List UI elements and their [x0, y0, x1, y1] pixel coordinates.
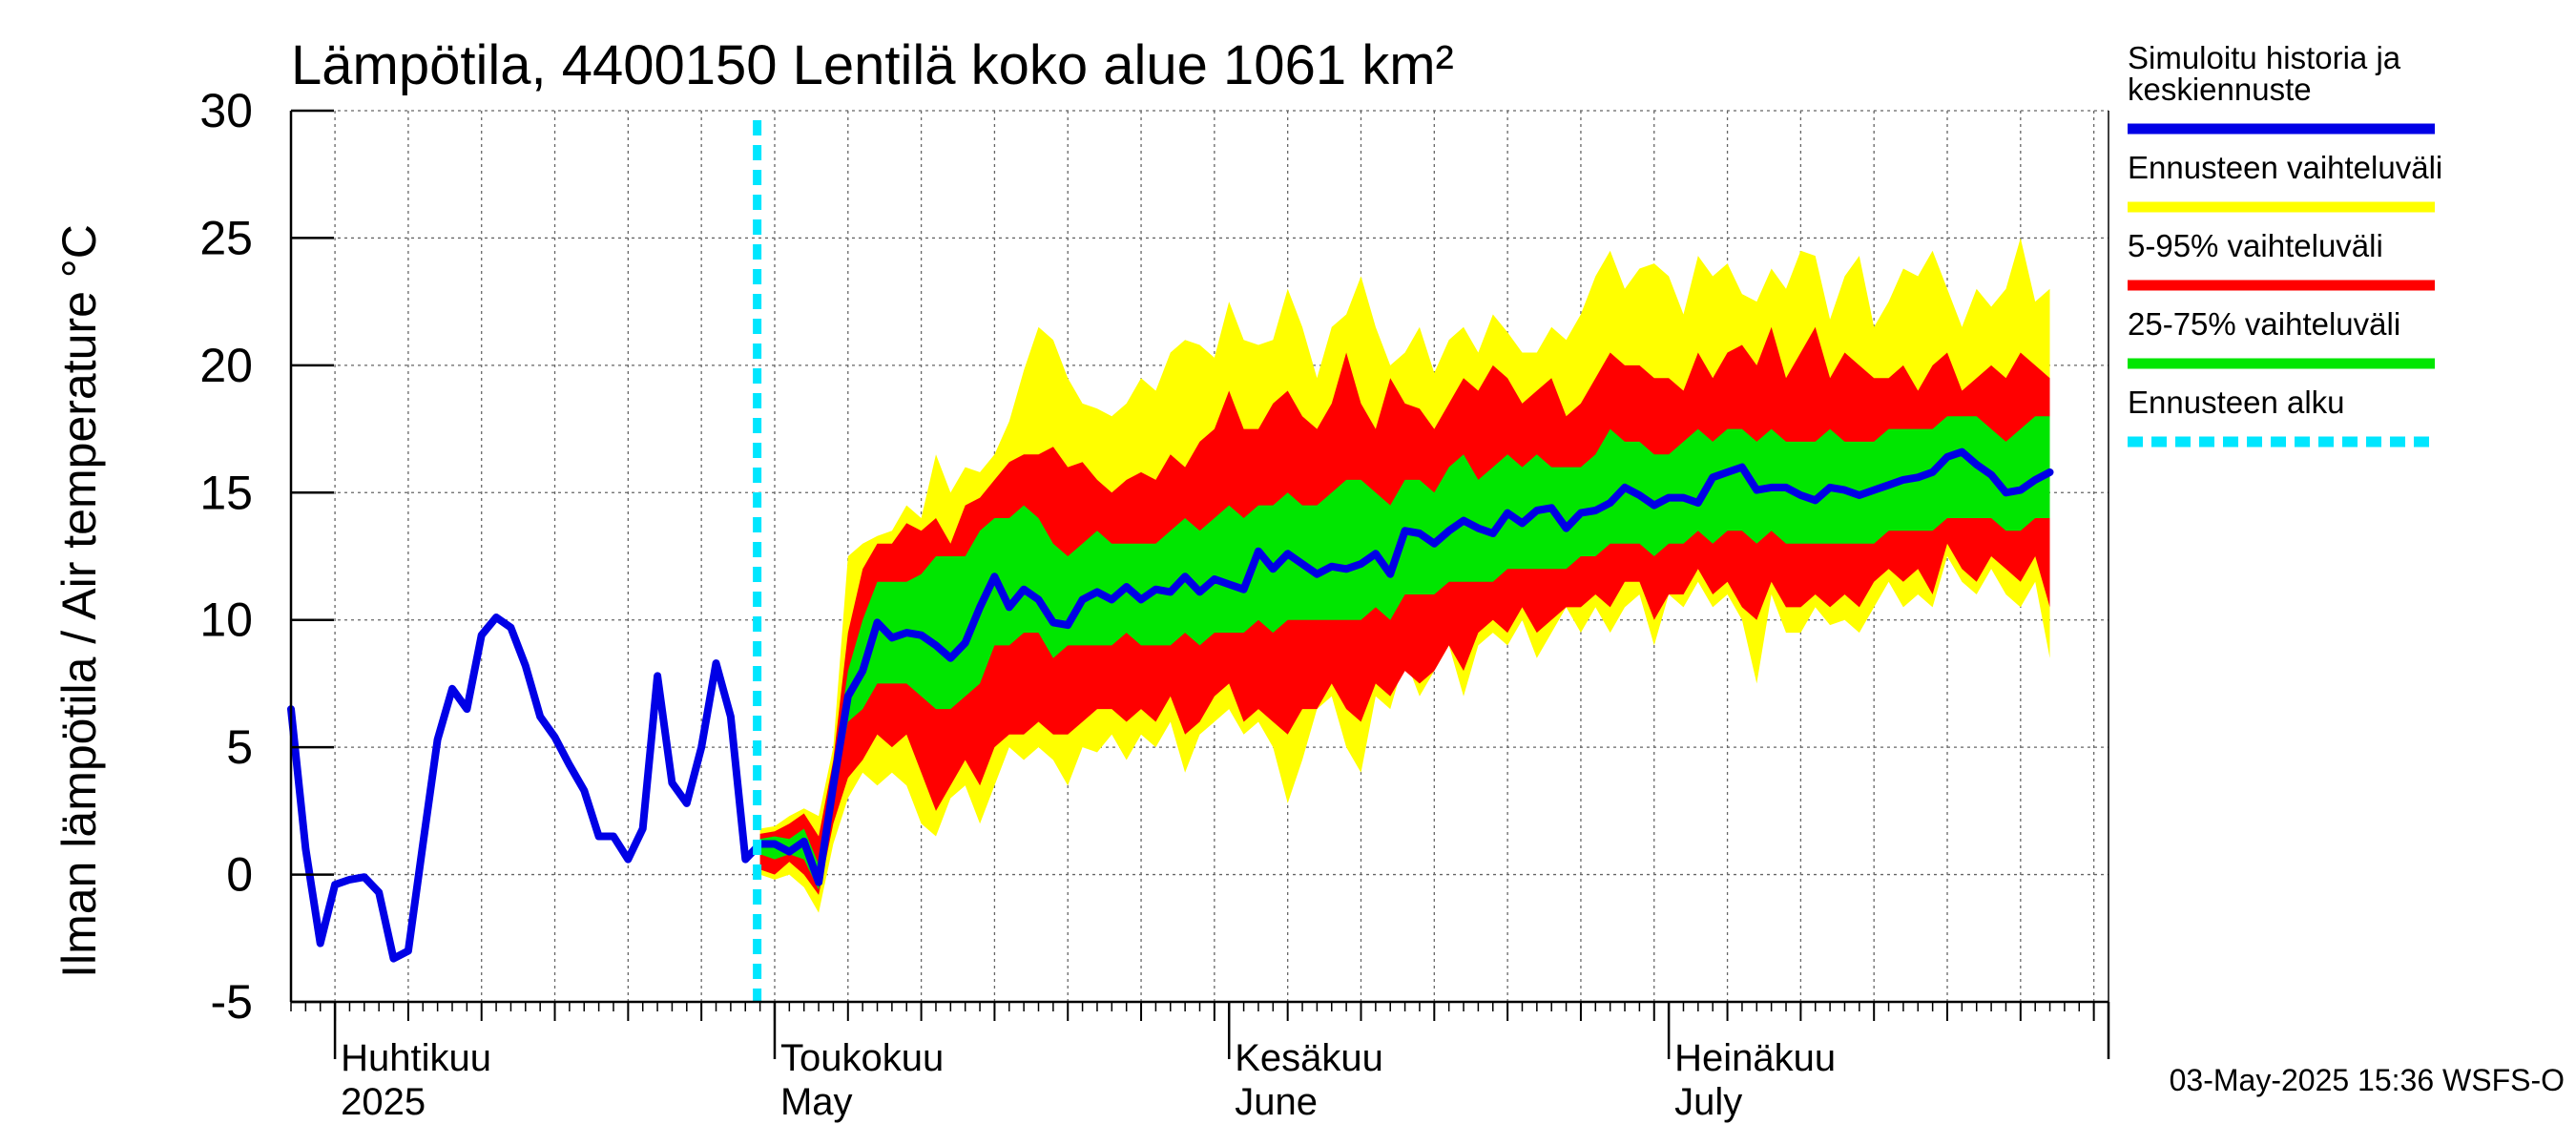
band-25-75-vaihteluv-li [759, 416, 2050, 890]
legend-label: Simuloitu historia ja [2128, 40, 2401, 75]
chart-title: Lämpötila, 4400150 Lentilä koko alue 106… [291, 34, 1454, 96]
footer-timestamp: 03-May-2025 15:36 WSFS-O [2170, 1063, 2565, 1097]
series-lines [287, 120, 2054, 1002]
month-label: Toukokuu [780, 1037, 944, 1079]
y-tick-label: 10 [199, 593, 253, 647]
axes: -5051015202530Huhtikuu2025ToukokuuMayKes… [199, 84, 2110, 1123]
legend-label: Ennusteen vaihteluväli [2128, 150, 2442, 185]
month-label-sub: July [1674, 1081, 1742, 1123]
legend-label: keskiennuste [2128, 72, 2312, 107]
y-tick-label: -5 [211, 975, 253, 1029]
legend-label: 5-95% vaihteluväli [2128, 228, 2383, 263]
month-label: Huhtikuu [341, 1037, 491, 1079]
history-line [287, 614, 764, 963]
y-tick-label: 25 [199, 211, 253, 264]
y-axis-label: Ilman lämpötila / Air temperature °C [52, 224, 106, 978]
y-tick-label: 15 [199, 466, 253, 519]
month-label: Kesäkuu [1235, 1037, 1383, 1079]
legend-label: Ennusteen alku [2128, 385, 2345, 420]
mean-forecast-line [756, 448, 2054, 886]
month-label-sub: 2025 [341, 1081, 426, 1123]
month-label: Heinäkuu [1674, 1037, 1836, 1079]
legend-label: 25-75% vaihteluväli [2128, 306, 2400, 342]
month-label-sub: May [780, 1081, 853, 1123]
y-tick-label: 30 [199, 84, 253, 137]
y-tick-label: 20 [199, 339, 253, 392]
y-tick-label: 0 [226, 848, 253, 902]
y-tick-label: 5 [226, 720, 253, 774]
month-label-sub: June [1235, 1081, 1318, 1123]
